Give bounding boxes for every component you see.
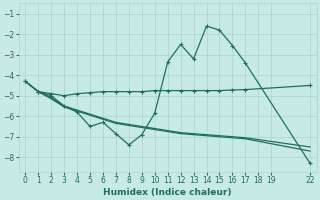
X-axis label: Humidex (Indice chaleur): Humidex (Indice chaleur) <box>103 188 232 197</box>
